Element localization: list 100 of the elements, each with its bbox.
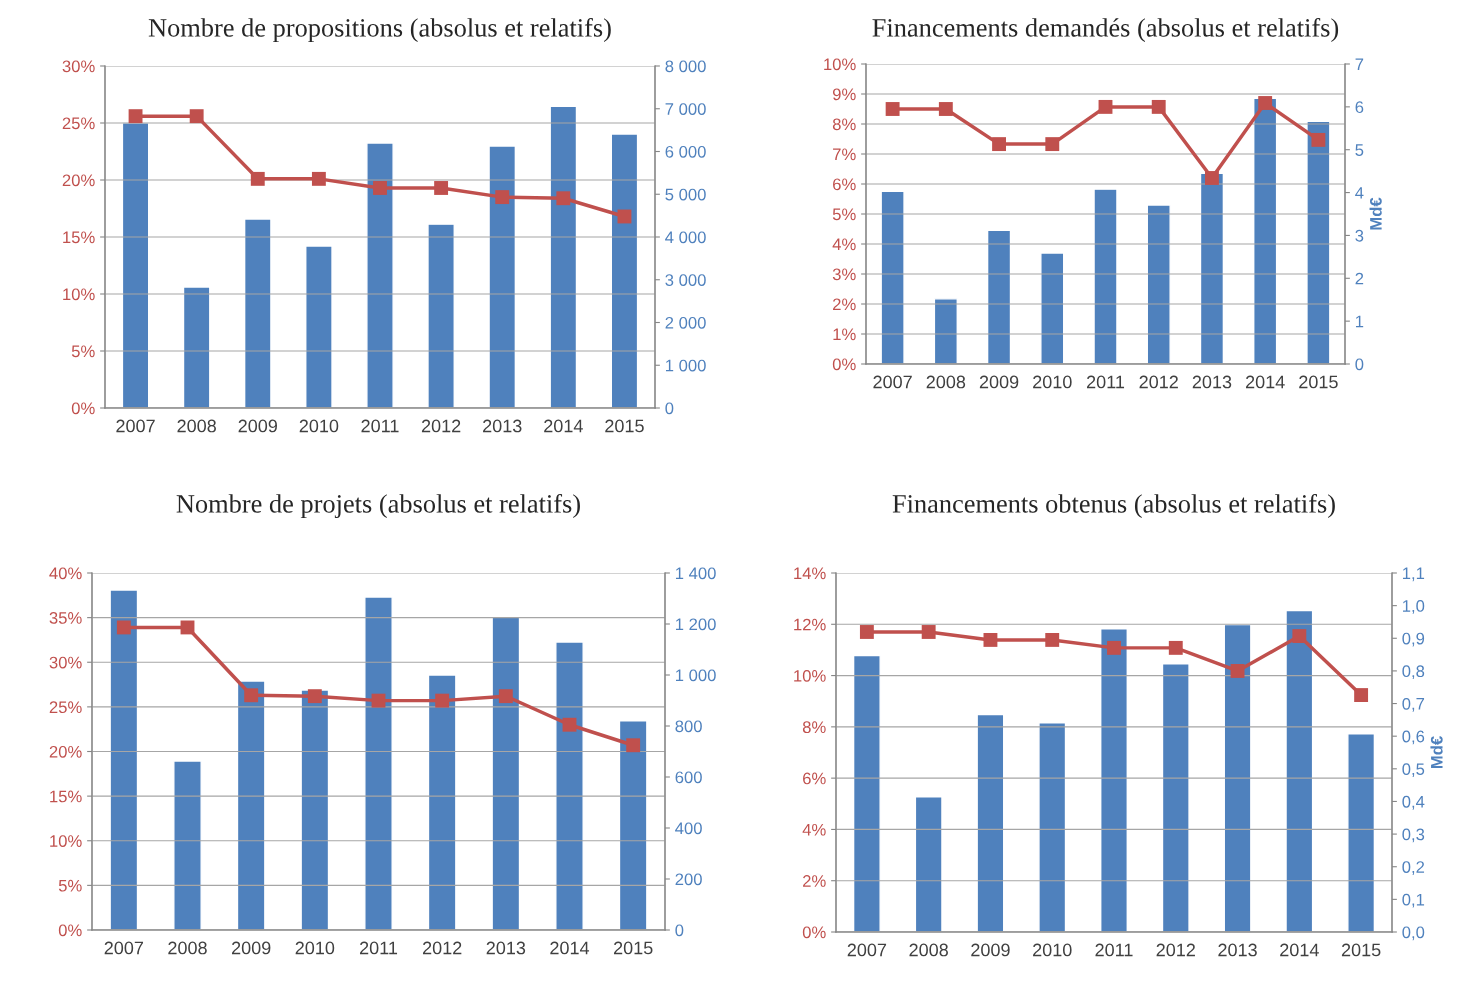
point bbox=[189, 109, 204, 124]
point bbox=[1151, 99, 1166, 114]
x-tick-label: 2007 bbox=[847, 943, 887, 957]
point bbox=[1292, 629, 1307, 644]
bar bbox=[986, 229, 1012, 364]
y-tick-label: 14% bbox=[794, 567, 826, 580]
y2-tick-label: 0 bbox=[1355, 358, 1364, 371]
y-tick-label: 0% bbox=[58, 924, 82, 937]
y-tick-label: 10% bbox=[794, 669, 826, 682]
x-tick-label: 2011 bbox=[361, 419, 399, 433]
y2-tick-label: 2 bbox=[1355, 272, 1364, 285]
x-tick-label: 2011 bbox=[359, 941, 398, 955]
x-tick-label: 2010 bbox=[295, 941, 335, 955]
y-tick-label: 25% bbox=[62, 117, 95, 130]
x-tick-label: 2013 bbox=[483, 419, 522, 433]
y-tick-label: 9% bbox=[832, 88, 856, 101]
point bbox=[180, 620, 195, 635]
bar bbox=[1093, 188, 1118, 364]
y-tick-label: 2% bbox=[803, 875, 826, 887]
bar bbox=[300, 689, 330, 930]
y2-tick-label: 4 bbox=[1355, 187, 1364, 199]
y-tick-label: 4% bbox=[832, 238, 856, 251]
x-tick-label: 2013 bbox=[1192, 375, 1232, 389]
bar bbox=[1306, 120, 1331, 364]
point bbox=[373, 181, 387, 195]
bar bbox=[976, 713, 1005, 932]
point bbox=[885, 102, 900, 116]
y2-tick-label: 1 000 bbox=[665, 359, 706, 372]
y-tick-label: 15% bbox=[63, 231, 95, 244]
x-tick-label: 2014 bbox=[1280, 943, 1319, 957]
y-tick-label: 2% bbox=[833, 298, 856, 311]
x-tick-label: 2012 bbox=[1156, 943, 1195, 957]
bar bbox=[427, 223, 455, 408]
bar bbox=[914, 796, 943, 932]
y2-tick-label: 800 bbox=[675, 720, 702, 733]
y2-tick-label: 0,2 bbox=[1402, 861, 1425, 875]
bar bbox=[1161, 663, 1190, 932]
x-tick-label: 2013 bbox=[486, 941, 526, 955]
point bbox=[1311, 132, 1326, 147]
point bbox=[495, 190, 510, 205]
y2-tick-label: 0 bbox=[675, 924, 684, 937]
y-tick-label: 30% bbox=[62, 60, 95, 73]
chart-title: Nombre de projets (absolus et relatifs) bbox=[176, 493, 580, 519]
bar bbox=[491, 616, 521, 930]
y-tick-label: 3% bbox=[832, 268, 856, 281]
bar bbox=[933, 298, 958, 364]
bar bbox=[610, 133, 639, 408]
point bbox=[116, 620, 131, 635]
point bbox=[498, 689, 513, 704]
y-tick-label: 8% bbox=[832, 118, 856, 131]
y-tick-label: 25% bbox=[49, 701, 82, 714]
bar bbox=[364, 596, 393, 930]
bar bbox=[1285, 609, 1314, 932]
x-tick-label: 2011 bbox=[1095, 943, 1133, 957]
point bbox=[435, 693, 450, 708]
x-tick-label: 2010 bbox=[299, 419, 339, 433]
y-tick-label: 35% bbox=[49, 612, 82, 624]
x-tick-label: 2015 bbox=[1341, 943, 1381, 957]
y2-tick-label: 8 000 bbox=[665, 60, 706, 73]
y2-tick-label: 1 000 bbox=[675, 669, 716, 682]
bar bbox=[1038, 722, 1067, 932]
chart-title: Nombre de propositions (absolus et relatifs) bbox=[148, 17, 611, 43]
bar bbox=[182, 286, 211, 408]
x-tick-label: 2014 bbox=[544, 419, 583, 433]
y2-tick-label: 4 000 bbox=[665, 231, 706, 244]
bar bbox=[549, 105, 578, 408]
x-tick-label: 2014 bbox=[1245, 375, 1285, 389]
chart-title: Financements obtenus (absolus et relatifs) bbox=[892, 493, 1335, 519]
point bbox=[983, 632, 998, 647]
y2-tick-label: 3 000 bbox=[665, 274, 706, 286]
point bbox=[921, 625, 936, 639]
y2-tick-label: 1 200 bbox=[675, 618, 716, 631]
point bbox=[128, 109, 143, 124]
x-tick-label: 2009 bbox=[971, 943, 1010, 957]
y-tick-label: 1% bbox=[833, 328, 856, 341]
y2-tick-label: 1 400 bbox=[675, 567, 716, 580]
y2-axis-title: Md€ bbox=[1430, 736, 1443, 769]
bar bbox=[173, 760, 202, 930]
y2-tick-label: 0,6 bbox=[1402, 730, 1425, 745]
y2-tick-label: 3 bbox=[1355, 229, 1364, 242]
y2-tick-label: 0,0 bbox=[1402, 926, 1425, 941]
point bbox=[1205, 171, 1219, 185]
y-tick-label: 0% bbox=[802, 926, 826, 939]
x-tick-label: 2008 bbox=[909, 943, 948, 957]
y-tick-label: 4% bbox=[802, 823, 826, 836]
x-tick-label: 2010 bbox=[1033, 375, 1072, 389]
x-tick-label: 2015 bbox=[1299, 375, 1338, 389]
y2-tick-label: 0 bbox=[665, 402, 674, 415]
bar bbox=[1223, 623, 1252, 932]
point bbox=[244, 688, 259, 703]
point bbox=[1168, 640, 1183, 655]
y-tick-label: 40% bbox=[49, 567, 82, 580]
y2-tick-label: 6 bbox=[1355, 101, 1364, 114]
x-tick-label: 2012 bbox=[1139, 375, 1178, 389]
y-tick-label: 0% bbox=[832, 358, 856, 371]
y2-tick-label: 0,9 bbox=[1402, 632, 1425, 647]
y2-tick-label: 600 bbox=[675, 771, 702, 784]
y-tick-label: 15% bbox=[50, 790, 82, 803]
point bbox=[1354, 688, 1369, 702]
x-tick-label: 2007 bbox=[104, 941, 144, 955]
